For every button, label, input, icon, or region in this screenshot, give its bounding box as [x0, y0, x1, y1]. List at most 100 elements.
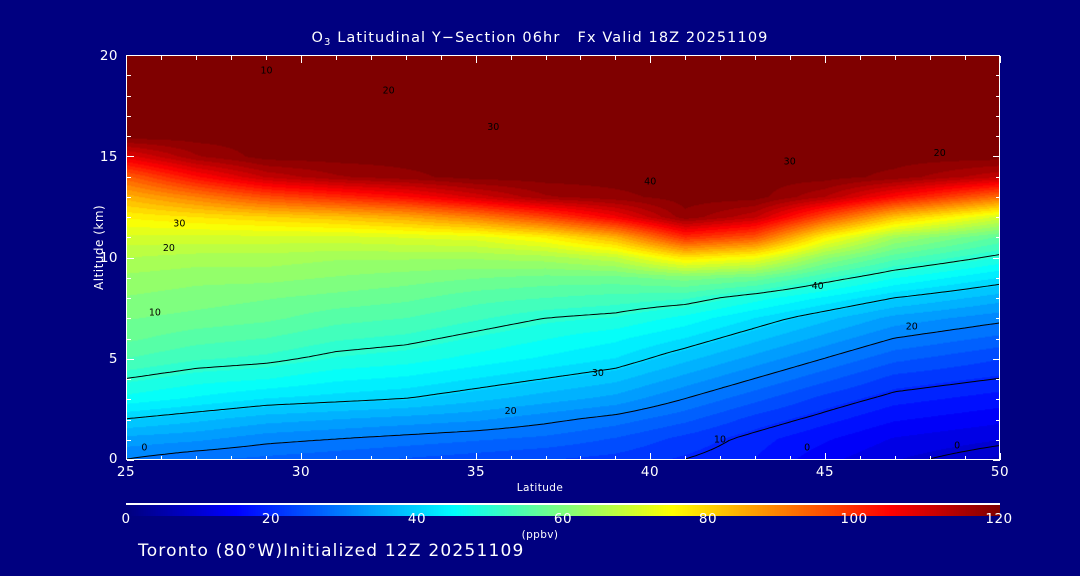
x-tick-top-32 — [371, 56, 372, 60]
contour-label: 0 — [954, 440, 960, 451]
y-tick-label-10: 10 — [99, 250, 118, 266]
x-tick-48 — [930, 456, 931, 460]
y-tick-right-4 — [996, 379, 1000, 380]
colorbar-unit-label: (ppbv) — [521, 529, 559, 541]
x-tick-37 — [546, 456, 547, 460]
y-tick-right-18 — [996, 96, 1000, 97]
x-tick-top-49 — [965, 56, 966, 60]
contour-label: 40 — [812, 281, 824, 292]
x-tick-top-25 — [126, 56, 127, 63]
colorbar — [126, 503, 1000, 516]
x-tick-30 — [301, 453, 302, 460]
y-tick-6 — [127, 339, 131, 340]
y-tick-13 — [127, 197, 131, 198]
colorbar-tick-100: 100 — [840, 511, 868, 527]
colorbar-gradient — [126, 505, 1000, 516]
y-tick-right-0 — [993, 460, 1000, 461]
x-tick-46 — [860, 456, 861, 460]
x-tick-36 — [511, 456, 512, 460]
colorbar-tick-120: 120 — [985, 511, 1013, 527]
x-tick-42 — [720, 456, 721, 460]
x-tick-27 — [196, 456, 197, 460]
y-tick-right-20 — [993, 55, 1000, 56]
x-tick-49 — [965, 456, 966, 460]
x-tick-45 — [825, 453, 826, 460]
x-tick-label-30: 30 — [291, 464, 311, 480]
y-tick-right-3 — [996, 399, 1000, 400]
x-tick-25 — [126, 453, 127, 460]
x-tick-50 — [1000, 453, 1001, 460]
y-tick-8 — [127, 298, 131, 299]
x-tick-label-45: 45 — [815, 464, 835, 480]
contour-label: 30 — [784, 156, 796, 167]
x-tick-top-47 — [895, 56, 896, 60]
y-tick-right-17 — [996, 116, 1000, 117]
x-tick-top-48 — [930, 56, 931, 60]
x-tick-top-30 — [301, 56, 302, 63]
contour-label: 0 — [141, 442, 147, 453]
x-tick-47 — [895, 456, 896, 460]
x-tick-top-44 — [790, 56, 791, 60]
x-tick-26 — [161, 456, 162, 460]
x-tick-33 — [406, 456, 407, 460]
contour-label: 20 — [906, 322, 918, 333]
y-tick-right-15 — [993, 156, 1000, 157]
contour-line-overlay: 10 20 30 40 30 20 30 20 10 0 40 30 20 10 0 20 0 — [127, 66, 999, 459]
x-tick-38 — [580, 456, 581, 460]
contour-plot-area[interactable]: 10 20 30 40 30 20 30 20 10 0 40 30 20 10 0 20 0 — [126, 55, 1000, 460]
x-tick-29 — [266, 456, 267, 460]
y-tick-20 — [127, 55, 134, 56]
x-tick-top-29 — [266, 56, 267, 60]
colorbar-tick-40: 40 — [407, 511, 427, 527]
contour-label: 20 — [163, 243, 175, 254]
y-tick-right-14 — [996, 177, 1000, 178]
colorbar-tick-60: 60 — [553, 511, 573, 527]
y-tick-right-5 — [993, 359, 1000, 360]
x-axis-label: Latitude — [516, 482, 564, 494]
x-tick-label-35: 35 — [466, 464, 486, 480]
y-tick-9 — [127, 278, 131, 279]
title-subscript: 3 — [324, 37, 332, 48]
x-tick-41 — [685, 456, 686, 460]
x-tick-top-28 — [231, 56, 232, 60]
y-tick-right-16 — [996, 136, 1000, 137]
x-tick-43 — [755, 456, 756, 460]
x-tick-top-36 — [511, 56, 512, 60]
y-tick-10 — [127, 258, 134, 259]
x-tick-top-40 — [650, 56, 651, 63]
contour-label: 10 — [260, 66, 272, 77]
y-tick-19 — [127, 75, 131, 76]
contour-label: 30 — [487, 122, 499, 133]
x-tick-label-50: 50 — [990, 464, 1010, 480]
footer-caption: Toronto (80°W)Initialized 12Z 20251109 — [138, 541, 525, 561]
x-tick-top-34 — [441, 56, 442, 60]
contour-label: 10 — [149, 307, 161, 318]
colorbar-tick-0: 0 — [121, 511, 131, 527]
y-tick-right-19 — [996, 75, 1000, 76]
x-tick-label-25: 25 — [116, 464, 136, 480]
page-title: O3 Latitudinal Y−Section 06hr Fx Valid 1… — [0, 30, 1080, 48]
x-tick-top-43 — [755, 56, 756, 60]
y-tick-right-10 — [993, 258, 1000, 259]
y-tick-label-15: 15 — [99, 149, 118, 165]
y-tick-15 — [127, 156, 134, 157]
y-tick-1 — [127, 440, 131, 441]
x-tick-top-33 — [406, 56, 407, 60]
y-tick-right-12 — [996, 217, 1000, 218]
x-tick-label-40: 40 — [640, 464, 660, 480]
contour-label: 20 — [383, 86, 395, 97]
y-tick-16 — [127, 136, 131, 137]
y-tick-label-5: 5 — [108, 351, 118, 367]
x-tick-40 — [650, 453, 651, 460]
x-tick-top-26 — [161, 56, 162, 60]
y-tick-right-9 — [996, 278, 1000, 279]
y-tick-4 — [127, 379, 131, 380]
ozone-heatmap-canvas — [127, 56, 999, 459]
y-tick-right-1 — [996, 440, 1000, 441]
x-tick-top-45 — [825, 56, 826, 63]
y-tick-12 — [127, 217, 131, 218]
x-tick-top-27 — [196, 56, 197, 60]
y-tick-2 — [127, 420, 131, 421]
y-tick-18 — [127, 96, 131, 97]
contour-label: 30 — [592, 368, 604, 379]
